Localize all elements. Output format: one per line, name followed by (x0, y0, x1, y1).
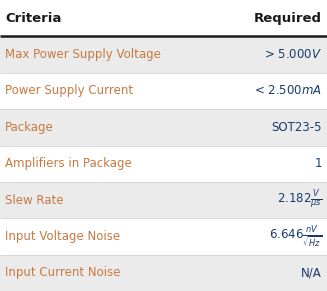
Bar (0, 109, 327, 146)
Bar (0, 0, 327, 36)
Text: Criteria: Criteria (5, 12, 61, 25)
Text: Amplifiers in Package: Amplifiers in Package (5, 157, 132, 170)
Text: 1: 1 (315, 157, 322, 170)
Text: Required: Required (254, 12, 322, 25)
Text: Input Voltage Noise: Input Voltage Noise (5, 230, 120, 243)
Text: Package: Package (5, 121, 54, 134)
Bar (0, 36, 327, 73)
Bar (0, 146, 327, 182)
Text: > 5.000$V$: > 5.000$V$ (264, 48, 322, 61)
Text: < 2.500$mA$: < 2.500$mA$ (254, 84, 322, 97)
Bar (0, 218, 327, 255)
Text: N/A: N/A (301, 266, 322, 279)
Text: Max Power Supply Voltage: Max Power Supply Voltage (5, 48, 161, 61)
Bar (0, 73, 327, 109)
Text: Slew Rate: Slew Rate (5, 194, 63, 207)
Text: Power Supply Current: Power Supply Current (5, 84, 133, 97)
Text: Input Current Noise: Input Current Noise (5, 266, 120, 279)
Text: SOT23-5: SOT23-5 (272, 121, 322, 134)
Text: 6.646$\frac{nV}{\sqrt{Hz}}$: 6.646$\frac{nV}{\sqrt{Hz}}$ (269, 224, 322, 249)
Text: 2.182$\frac{V}{\mu s}$: 2.182$\frac{V}{\mu s}$ (277, 189, 322, 211)
Bar (0, 182, 327, 218)
Bar (0, 255, 327, 291)
